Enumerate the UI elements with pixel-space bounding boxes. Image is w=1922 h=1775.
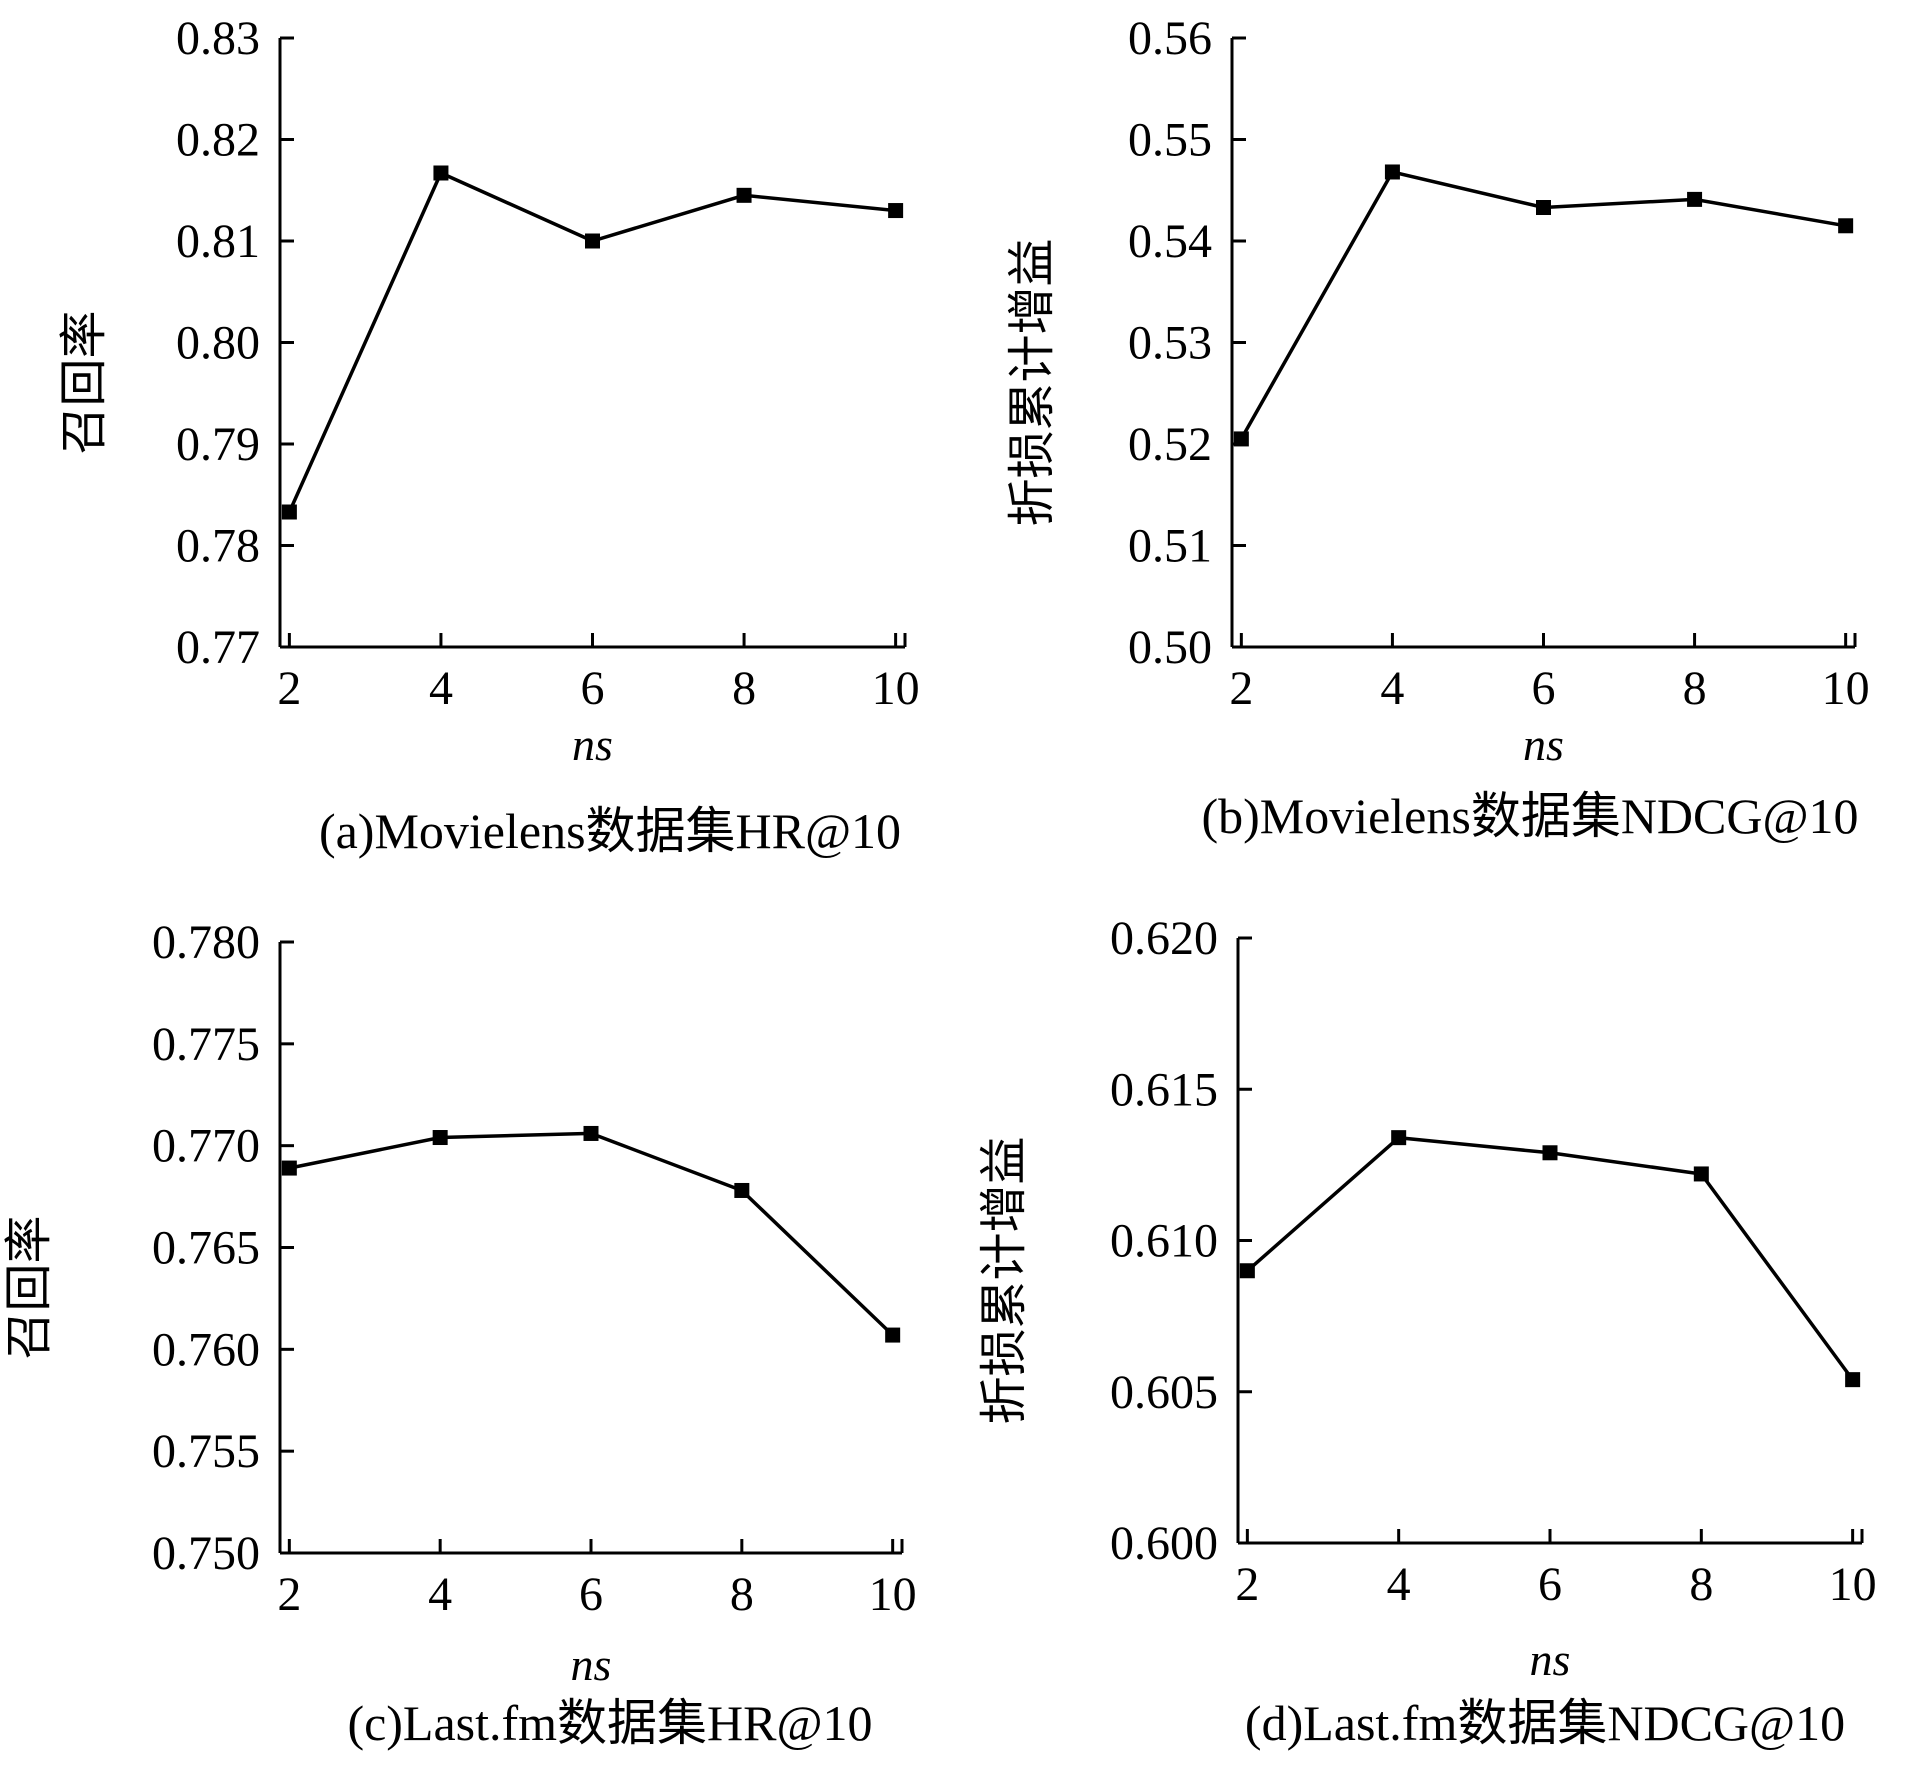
x-tick-label: 8 [730,1568,754,1621]
x-tick-label: 2 [1235,1558,1259,1611]
y-tick-label: 0.750 [152,1527,260,1580]
y-tick-label: 0.610 [1110,1215,1218,1268]
data-point [1239,1263,1255,1279]
data-point [281,504,297,520]
x-tick-label: 4 [1387,1558,1411,1611]
y-tick-label: 0.50 [1128,621,1212,674]
series-line [1246,1135,1855,1381]
data-point [1542,1145,1558,1161]
x-tick-label: 6 [1538,1558,1562,1611]
data-point [1838,218,1854,234]
y-tick-label: 0.615 [1110,1063,1218,1116]
data-point [734,1182,750,1198]
series-line [288,1131,894,1337]
x-tick-label: 6 [1532,662,1556,715]
x-tick-label: 10 [1829,1558,1877,1611]
x-tick-label: 2 [277,1568,301,1621]
data-point [1233,431,1249,447]
y-tick-label: 0.78 [176,520,260,573]
y-tick-label: 0.77 [176,621,260,674]
y-tick-label: 0.600 [1110,1517,1218,1570]
panel-caption: (c)Last.fm数据集HR@10 [347,1695,872,1751]
data-point [1845,1372,1861,1388]
x-tick-label: 2 [1229,662,1253,715]
x-axis-label: ns [1523,719,1564,770]
y-tick-label: 0.83 [176,12,260,65]
y-tick-label: 0.770 [152,1120,260,1173]
y-tick-label: 0.765 [152,1222,260,1275]
y-tick-label: 0.55 [1128,114,1212,167]
y-tick-label: 0.80 [176,317,260,370]
x-axis-label: ns [1530,1634,1571,1685]
chart-panel-4: 0.600 0.605 0.610 0.615 0.620 2 4 6 8 10 折损累计增益 ns (… [978,912,1877,1751]
data-point [885,1327,901,1343]
chart-panel-2: 0.50 0.51 0.52 0.53 0.54 0.55 0.56 2 4 6 8 10 折损累计增益… [1006,12,1870,844]
y-tick-label: 0.620 [1110,912,1218,965]
y-tick-label: 0.79 [176,418,260,471]
data-point [433,165,449,181]
y-tick-label: 0.53 [1128,317,1212,370]
x-tick-label: 6 [581,662,605,715]
y-tick-label: 0.56 [1128,12,1212,65]
y-axis-label: 召回率 [58,310,111,454]
panel-caption: (b)Movielens数据集NDCG@10 [1201,788,1858,844]
y-tick-label: 0.775 [152,1018,260,1071]
x-tick-label: 4 [1380,662,1404,715]
x-tick-label: 8 [1683,662,1707,715]
data-point [432,1130,448,1146]
x-axis-label: ns [572,719,613,770]
y-tick-label: 0.52 [1128,418,1212,471]
data-point [736,187,752,203]
data-point [281,1160,297,1176]
y-tick-label: 0.54 [1128,215,1212,268]
series-line [287,170,896,513]
x-tick-label: 8 [1689,1558,1713,1611]
x-tick-label: 4 [428,1568,452,1621]
chart-panel-1: 0.77 0.78 0.79 0.80 0.81 0.82 0.83 2 4 6 8 10 召回率 ns (… [58,12,920,859]
y-axis-label: 折损累计增益 [1006,238,1059,526]
y-axis-label: 折损累计增益 [978,1136,1031,1424]
data-point [1536,200,1551,216]
y-tick-label: 0.780 [152,916,260,969]
x-axis-label: ns [571,1639,612,1690]
x-tick-label: 6 [579,1568,603,1621]
y-tick-label: 0.755 [152,1425,260,1478]
x-tick-label: 4 [429,662,453,715]
data-point [888,203,904,219]
data-point [585,233,600,249]
data-point [1384,164,1400,180]
x-tick-label: 8 [732,662,756,715]
data-point [1391,1130,1407,1146]
data-point [1693,1166,1709,1182]
y-tick-label: 0.605 [1110,1366,1218,1419]
data-point [1687,191,1703,207]
y-tick-label: 0.51 [1128,520,1212,573]
x-tick-label: 10 [872,662,920,715]
x-tick-label: 2 [277,662,301,715]
y-axis-label: 召回率 [3,1215,56,1359]
panel-caption: (d)Last.fm数据集NDCG@10 [1245,1695,1845,1751]
chart-panel-3: 0.750 0.755 0.760 0.765 0.770 0.775 0.780 2 4 6 8 1… [3,916,917,1751]
panel-caption: (a)Movielens数据集HR@10 [319,803,901,859]
x-tick-label: 10 [869,1568,917,1621]
x-tick-label: 10 [1822,662,1870,715]
y-tick-label: 0.82 [176,114,260,167]
y-tick-label: 0.760 [152,1323,260,1376]
data-point [583,1125,599,1141]
y-tick-label: 0.81 [176,215,260,268]
